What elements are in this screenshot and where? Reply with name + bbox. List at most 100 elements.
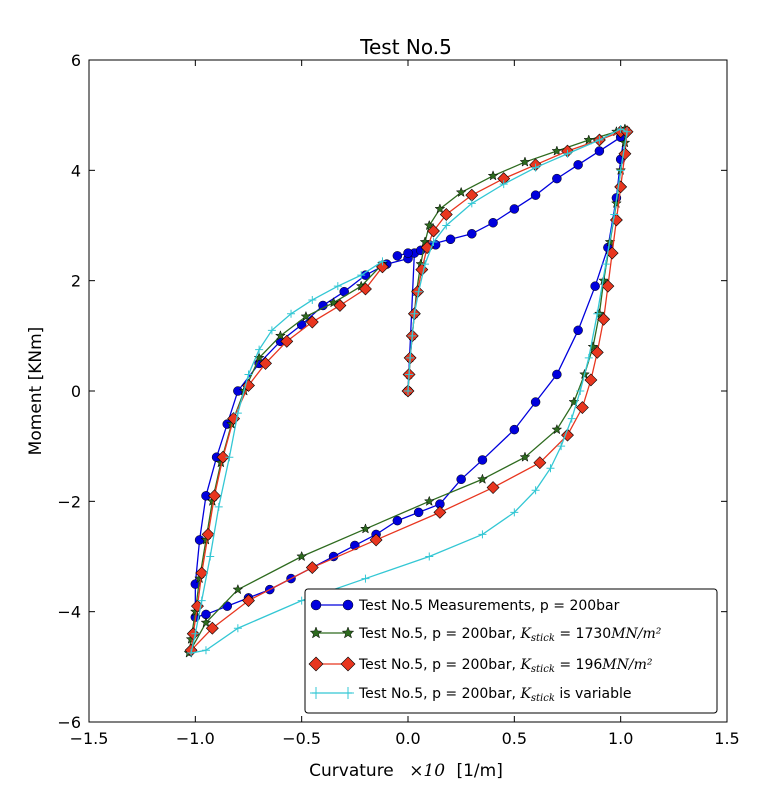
data-point [509, 424, 520, 435]
data-point [563, 149, 572, 158]
data-point [616, 166, 625, 175]
data-point [421, 260, 430, 269]
x-axis-label-prefix: Curvature [309, 761, 394, 781]
x-tick-label: 1.5 [714, 729, 739, 748]
data-point [478, 530, 487, 539]
y-axis-label: Moment [KNm] [26, 327, 46, 456]
data-point [530, 397, 541, 407]
data-point [340, 656, 356, 672]
data-point [584, 373, 598, 387]
data-point [510, 508, 519, 517]
data-point [296, 550, 308, 562]
data-point [310, 599, 322, 611]
x-axis-label-math: ×10 [409, 761, 445, 781]
data-point [531, 163, 540, 172]
data-point [297, 596, 306, 605]
data-point [305, 561, 319, 574]
data-point [623, 127, 632, 136]
data-point [429, 238, 438, 247]
data-point [433, 505, 447, 519]
data-point [413, 507, 424, 518]
data-point [445, 234, 456, 245]
data-point [584, 353, 593, 362]
legend-item: Test No.5, p = 200bar, Kstick is variabl… [310, 686, 631, 704]
data-point [195, 566, 209, 580]
data-point [191, 629, 200, 638]
data-point [427, 224, 440, 238]
data-point [280, 334, 294, 348]
data-point [405, 370, 414, 379]
data-point [575, 401, 589, 414]
data-point [593, 309, 602, 318]
data-point [423, 495, 435, 506]
data-point [590, 281, 600, 291]
data-point [487, 170, 499, 181]
chart-title: Test No.5 [359, 35, 452, 59]
data-point [590, 345, 604, 359]
data-point [423, 219, 435, 231]
data-point [587, 341, 599, 352]
legend-item: Test No.5, p = 200bar, Kstick = 196MN/m² [308, 656, 653, 675]
data-point [567, 414, 576, 423]
x-tick-label: 0.5 [502, 729, 527, 748]
data-point [205, 621, 219, 635]
data-point [242, 594, 255, 608]
data-point [360, 523, 371, 534]
data-point [300, 310, 312, 322]
series-4 [187, 124, 632, 658]
data-point [583, 134, 595, 145]
data-point [233, 386, 243, 396]
y-tick-label: 6 [71, 51, 81, 70]
data-point [392, 251, 403, 261]
data-point [467, 199, 476, 208]
y-tick-label: −2 [57, 492, 81, 511]
x-axis-label-unit: [1/m] [456, 761, 502, 781]
x-tick-label: 1.0 [608, 729, 633, 748]
data-point [197, 596, 206, 605]
data-point [415, 263, 429, 277]
data-point [595, 135, 604, 144]
data-point [601, 279, 615, 293]
series-line [190, 128, 628, 654]
data-point [414, 287, 423, 296]
data-point [477, 455, 488, 465]
data-point [573, 160, 583, 170]
y-tick-label: 4 [71, 161, 81, 180]
data-point [404, 387, 412, 395]
data-point [233, 409, 242, 418]
data-point [201, 528, 215, 541]
data-point [406, 353, 415, 362]
data-point [232, 583, 244, 595]
data-point [259, 356, 272, 370]
data-point [378, 257, 387, 266]
data-point [530, 190, 541, 200]
data-point [287, 309, 296, 318]
data-point [342, 687, 354, 699]
data-point [455, 186, 467, 198]
data-point [206, 552, 215, 561]
data-point [359, 282, 372, 296]
data-point [308, 295, 317, 304]
data-point [486, 481, 500, 494]
data-point [328, 297, 339, 308]
data-point [531, 486, 540, 495]
data-point [439, 208, 453, 221]
data-point [610, 210, 619, 219]
data-point [477, 473, 488, 484]
data-point [425, 552, 434, 561]
data-point [403, 248, 413, 258]
data-point [467, 229, 477, 239]
data-point [357, 271, 366, 280]
data-point [216, 450, 230, 464]
data-point [333, 282, 342, 291]
data-point [369, 533, 383, 547]
axis-ticks: −1.5 −1.0 −0.5 0.0 0.5 1.0 1.5 −6 −4 −2 0 2 4 6 [57, 51, 739, 748]
series-layer [183, 123, 634, 658]
x-tick-label: −1.5 [70, 729, 109, 748]
data-point [557, 442, 566, 451]
data-point [225, 453, 234, 462]
data-point [244, 370, 253, 379]
x-tick-label: −1.0 [176, 729, 215, 748]
data-point [576, 387, 585, 395]
